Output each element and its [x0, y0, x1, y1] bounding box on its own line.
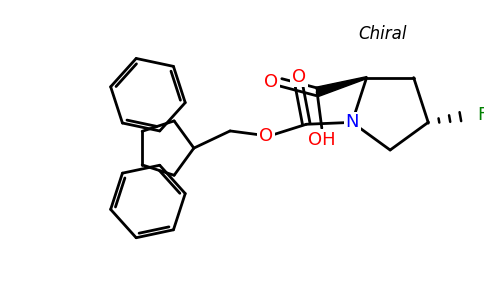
Text: OH: OH — [308, 130, 335, 148]
Polygon shape — [316, 77, 367, 97]
Text: O: O — [264, 74, 278, 92]
Text: O: O — [292, 68, 306, 85]
Text: O: O — [259, 127, 273, 145]
Text: F: F — [477, 106, 484, 124]
Text: Chiral: Chiral — [358, 25, 407, 43]
Text: N: N — [345, 113, 359, 131]
